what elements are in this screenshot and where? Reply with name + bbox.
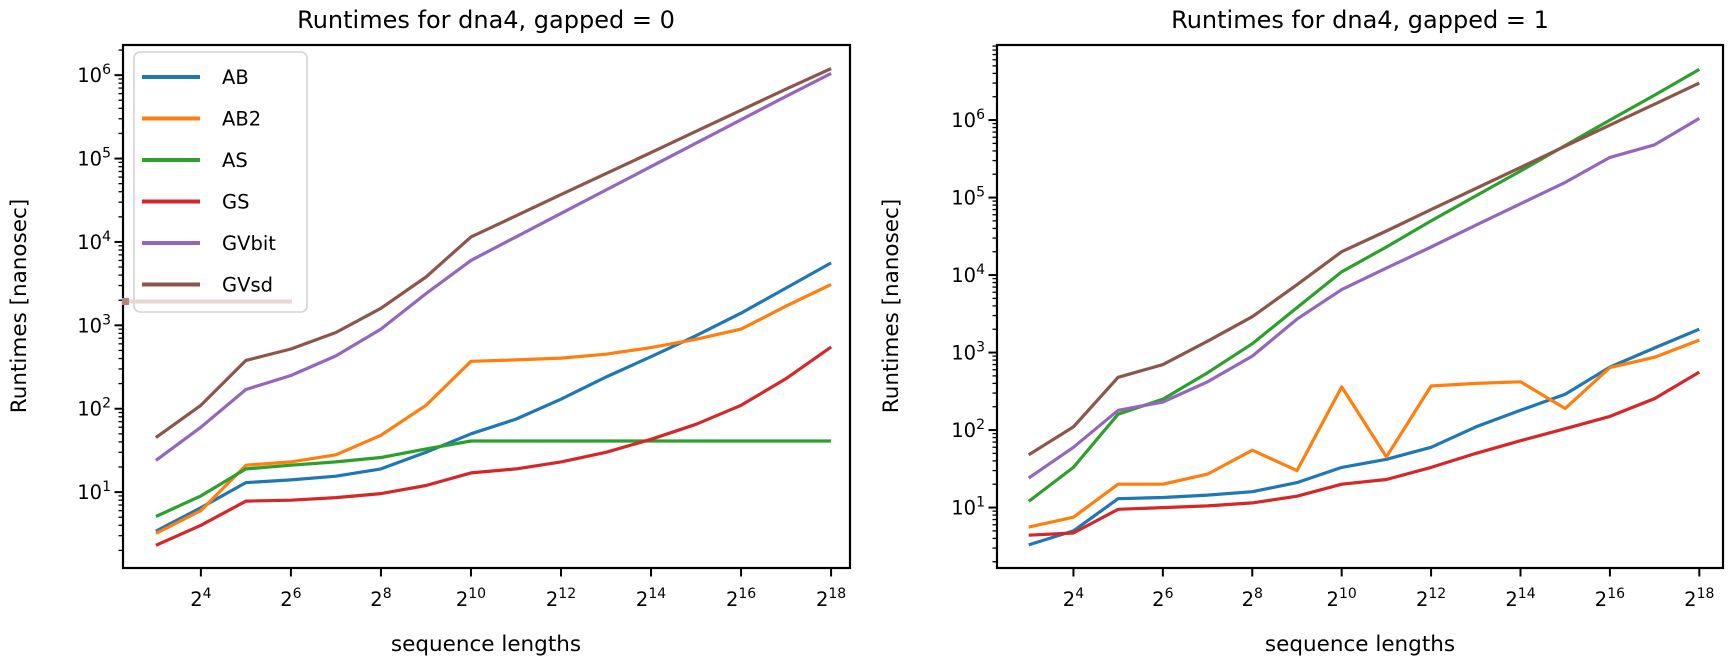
legend-label-GS: GS xyxy=(222,191,250,214)
chart-title: Runtimes for dna4, gapped = 0 xyxy=(297,6,675,34)
series-line-GVbit xyxy=(1027,117,1701,480)
x-tick-label: 210 xyxy=(456,586,486,611)
x-axis-label: sequence lengths xyxy=(391,632,581,657)
series-line-GS xyxy=(1028,370,1701,537)
x-tick-label: 28 xyxy=(370,586,391,611)
series-line-GVbit xyxy=(154,71,832,462)
y-tick-label: 105 xyxy=(77,146,111,171)
axes-spine xyxy=(121,43,852,570)
series-line-AB xyxy=(1028,327,1700,547)
x-tick-label: 214 xyxy=(636,586,666,611)
x-tick-label: 218 xyxy=(1684,586,1714,611)
series-line-AB2 xyxy=(155,282,832,535)
chart-gapped-0: Runtimes for dna4, gapped = 0 sequence l… xyxy=(0,0,868,663)
legend-box xyxy=(133,51,308,313)
x-tick-label: 214 xyxy=(1505,586,1535,611)
x-axis-label: sequence lengths xyxy=(1265,632,1455,657)
x-tick-label: 24 xyxy=(190,586,211,611)
y-axis-label: Runtimes [nanosec] xyxy=(879,199,904,413)
y-tick-label: 106 xyxy=(77,62,111,87)
series-line-GS xyxy=(155,345,833,547)
y-axis-label: Runtimes [nanosec] xyxy=(7,199,32,413)
plot-area: 101 102 103 104 105 106 24 26 28 210 212 214 216 218 xyxy=(951,43,1725,611)
x-tick-label: 26 xyxy=(280,586,301,611)
y-tick-label: 104 xyxy=(951,262,985,287)
chart-canvas-gapped-0: Runtimes for dna4, gapped = 0 sequence l… xyxy=(7,6,852,657)
plot-area: 101 102 103 104 105 106 24 26 28 210 212 214 216 218 A… xyxy=(77,43,852,611)
stray-artifact-line xyxy=(129,299,292,304)
series-line-AB2 xyxy=(1028,338,1700,529)
y-tick-label: 103 xyxy=(951,340,985,365)
legend-label-AB: AB xyxy=(222,66,249,89)
y-tick-label: 101 xyxy=(951,495,985,520)
y-tick-label: 102 xyxy=(951,417,985,442)
chart-gapped-1: Runtimes for dna4, gapped = 1 sequence l… xyxy=(868,0,1735,663)
y-tick-label: 104 xyxy=(77,229,111,254)
x-tick-label: 212 xyxy=(546,586,576,611)
y-tick-label: 103 xyxy=(77,312,111,337)
legend-label-GVbit: GVbit xyxy=(222,232,276,255)
chart-canvas-gapped-1: Runtimes for dna4, gapped = 1 sequence l… xyxy=(879,6,1725,657)
legend: AB AB2 AS GS GVbit GVsd xyxy=(133,51,308,313)
x-tick-label: 212 xyxy=(1416,586,1446,611)
series-line-AB xyxy=(155,261,832,533)
x-tick-label: 26 xyxy=(1152,586,1173,611)
legend-label-GVsd: GVsd xyxy=(222,274,273,297)
y-tick-label: 101 xyxy=(77,479,111,504)
y-tick-label: 106 xyxy=(951,107,985,132)
series-line-GVsd xyxy=(154,67,832,439)
series-line-AS xyxy=(1027,68,1701,503)
legend-label-AB2: AB2 xyxy=(222,108,261,131)
x-tick-label: 28 xyxy=(1242,586,1263,611)
legend-label-AS: AS xyxy=(222,149,248,172)
axes-spine xyxy=(995,43,1725,570)
x-tick-label: 24 xyxy=(1063,586,1084,611)
series-line-AS xyxy=(155,439,832,518)
chart-title: Runtimes for dna4, gapped = 1 xyxy=(1171,6,1549,34)
series-line-GVsd xyxy=(1027,81,1700,457)
x-tick-label: 216 xyxy=(726,586,756,611)
y-tick-label: 102 xyxy=(77,396,111,421)
y-tick-label: 105 xyxy=(951,185,985,210)
stray-artifact-cap xyxy=(122,298,129,305)
x-tick-label: 210 xyxy=(1327,586,1357,611)
x-tick-label: 216 xyxy=(1595,586,1625,611)
x-tick-label: 218 xyxy=(816,586,846,611)
